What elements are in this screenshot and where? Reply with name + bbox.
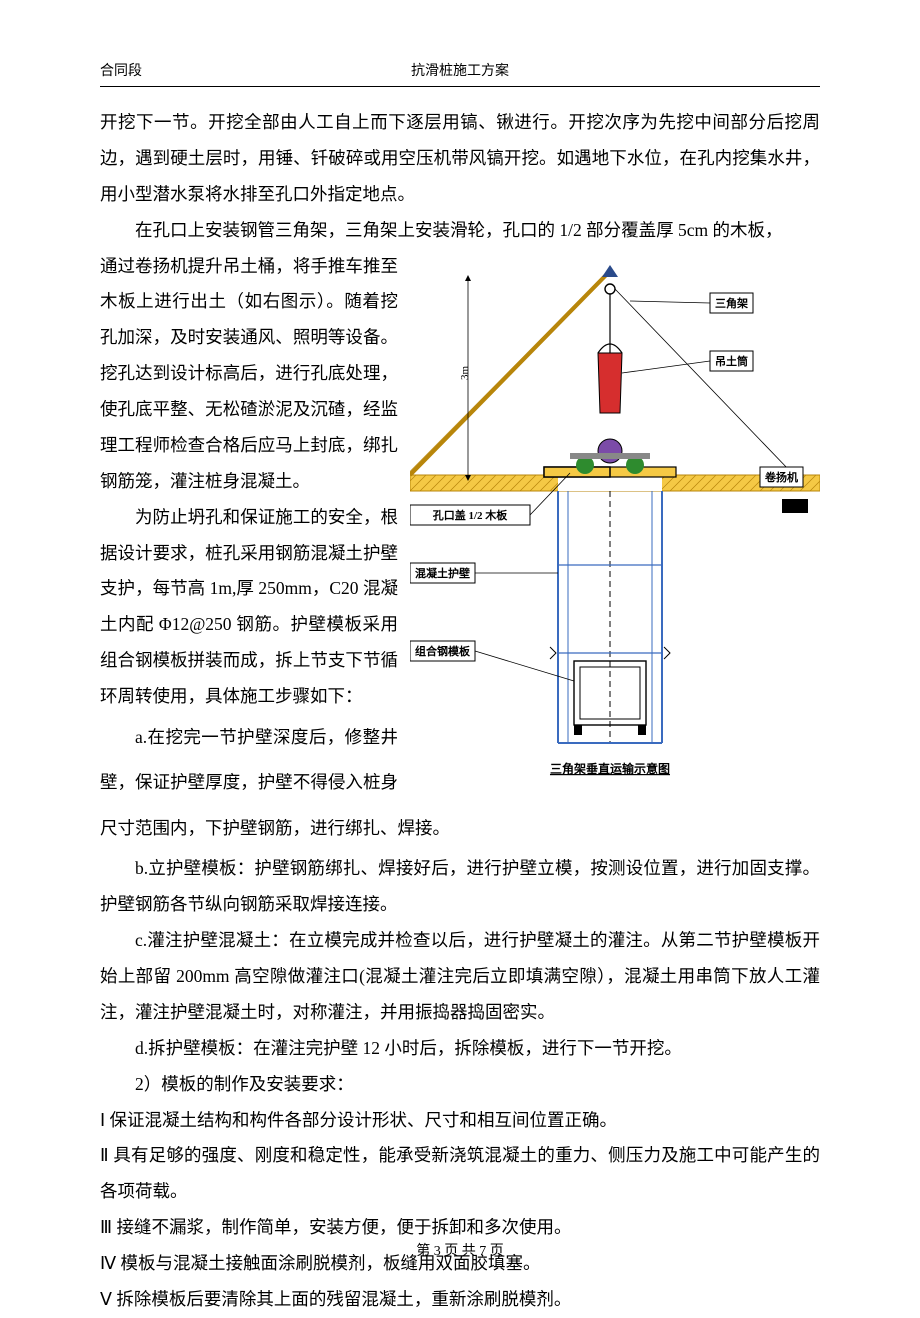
paragraph-1: 开挖下一节。开挖全部由人工自上而下逐层用镐、锹进行。开挖次序为先挖中间部分后挖周… [100,105,820,213]
page-footer: 第 3 页 共 7 页 [0,1240,920,1260]
svg-text:三角架: 三角架 [715,296,748,310]
page-header: 合同段 抗滑桩施工方案 [100,60,820,87]
req-1: Ⅰ 保证混凝土结构和构件各部分设计形状、尺寸和相互间位置正确。 [100,1103,820,1139]
req-5: Ⅴ 拆除模板后要清除其上面的残留混凝土，重新涂刷脱模剂。 [100,1282,820,1318]
header-left: 合同段 [100,60,142,80]
svg-text:卷扬机: 卷扬机 [764,470,798,484]
req-2: Ⅱ 具有足够的强度、刚度和稳定性，能承受新浇筑混凝土的重力、侧压力及施工中可能产… [100,1138,820,1210]
figure-tripod-transport: 3m 三角架吊土筒卷扬机孔口盖 1/2 木板混凝土护壁组合钢模板三角架垂直运输示意… [410,253,820,783]
paragraph-2a: 在孔口上安装钢管三角架，三角架上安装滑轮，孔口的 1/2 部分覆盖厚 5cm 的… [100,213,820,249]
figure-wrap: 3m 三角架吊土筒卷扬机孔口盖 1/2 木板混凝土护壁组合钢模板三角架垂直运输示意… [100,249,820,852]
svg-text:孔口盖 1/2 木板: 孔口盖 1/2 木板 [433,508,509,522]
svg-text:组合钢模板: 组合钢模板 [415,644,471,658]
body: 开挖下一节。开挖全部由人工自上而下逐层用镐、锹进行。开挖次序为先挖中间部分后挖周… [100,105,820,1318]
paragraph-c: c.灌注护壁混凝土：在立模完成并检查以后，进行护壁凝土的灌注。从第二节护壁模板开… [100,923,820,1031]
header-right-spacer [817,60,821,80]
paragraph-b: b.立护壁模板：护壁钢筋绑扎、焊接好后，进行护壁立模，按测设位置，进行加固支撑。… [100,851,820,923]
page: 合同段 抗滑桩施工方案 开挖下一节。开挖全部由人工自上而下逐层用镐、锹进行。开挖… [0,0,920,1302]
paragraph-4: 2）模板的制作及安装要求： [100,1067,820,1103]
paragraph-d: d.拆护壁模板：在灌注完护壁 12 小时后，拆除模板，进行下一节开挖。 [100,1031,820,1067]
svg-text:3m: 3m [459,365,471,380]
svg-text:吊土筒: 吊土筒 [715,354,748,368]
figure-svg: 3m 三角架吊土筒卷扬机孔口盖 1/2 木板混凝土护壁组合钢模板三角架垂直运输示意… [410,253,820,783]
svg-text:三角架垂直运输示意图: 三角架垂直运输示意图 [550,761,670,776]
svg-text:混凝土护壁: 混凝土护壁 [415,566,470,580]
